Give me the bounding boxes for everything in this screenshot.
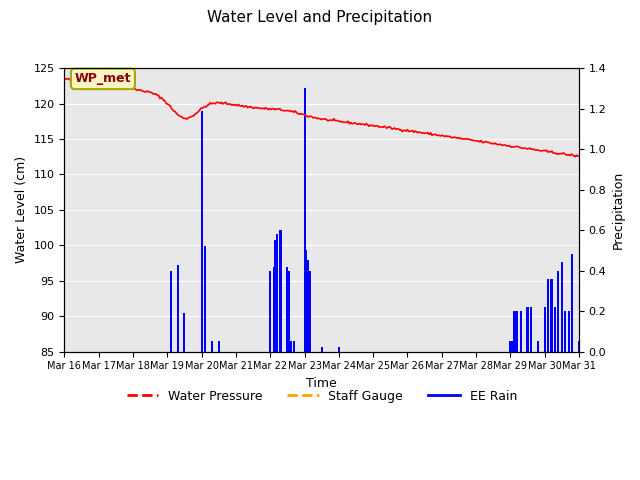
Bar <box>170 271 172 351</box>
Text: WP_met: WP_met <box>75 72 131 85</box>
Bar <box>321 348 323 351</box>
Bar <box>550 279 552 351</box>
Bar <box>200 111 203 351</box>
Bar <box>290 341 292 351</box>
Bar <box>184 313 186 351</box>
Bar <box>537 341 539 351</box>
Bar <box>561 263 563 351</box>
Bar <box>547 279 549 351</box>
Bar <box>571 254 573 351</box>
Bar <box>516 311 518 351</box>
Bar <box>307 261 309 351</box>
Bar <box>288 271 290 351</box>
Bar <box>509 341 511 351</box>
X-axis label: Time: Time <box>307 377 337 390</box>
Bar <box>515 311 516 351</box>
Bar <box>305 251 307 351</box>
Bar <box>276 234 278 351</box>
Bar <box>557 271 559 351</box>
Y-axis label: Precipitation: Precipitation <box>612 171 625 249</box>
Bar <box>269 271 271 351</box>
Bar <box>511 341 513 351</box>
Bar <box>218 341 220 351</box>
Bar <box>280 230 282 351</box>
Bar <box>578 341 580 351</box>
Bar <box>513 311 515 351</box>
Bar <box>308 271 310 351</box>
Bar <box>527 307 529 351</box>
Bar <box>530 307 532 351</box>
Bar <box>204 246 206 351</box>
Bar <box>543 307 546 351</box>
Bar <box>286 266 289 351</box>
Y-axis label: Water Level (cm): Water Level (cm) <box>15 156 28 264</box>
Text: Water Level and Precipitation: Water Level and Precipitation <box>207 10 433 24</box>
Bar <box>275 240 276 351</box>
Bar <box>520 311 522 351</box>
Bar <box>554 307 556 351</box>
Bar <box>211 341 213 351</box>
Bar <box>273 266 275 351</box>
Bar <box>338 348 340 351</box>
Bar <box>568 311 570 351</box>
Bar <box>293 341 295 351</box>
Bar <box>177 264 179 351</box>
Legend: Water Pressure, Staff Gauge, EE Rain: Water Pressure, Staff Gauge, EE Rain <box>122 384 522 408</box>
Bar <box>303 88 305 351</box>
Bar <box>564 311 566 351</box>
